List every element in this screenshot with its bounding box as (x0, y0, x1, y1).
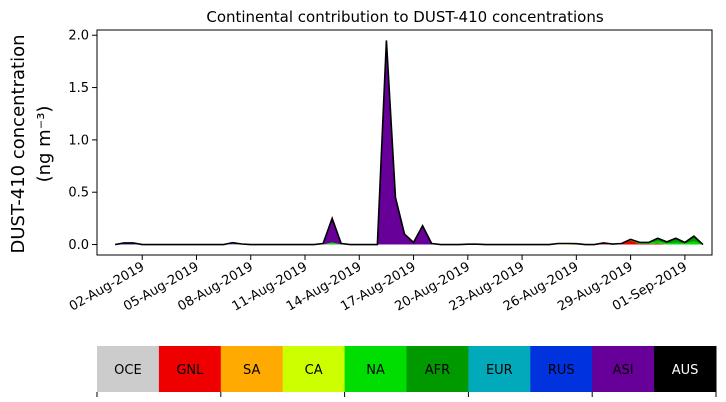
plot-frame (96, 29, 713, 256)
y-tick-label: 0.0 (68, 238, 89, 253)
y-axis-label-line1: DUST-410 concentration (8, 34, 29, 253)
y-axis-label: DUST-410 concentration (8, 34, 29, 253)
y-tick-label: 1.0 (68, 133, 89, 148)
legend-swatch-ca (282, 346, 346, 392)
y-axis-units: (ng m⁻³) (34, 106, 55, 183)
legend-swatch-rus (530, 346, 593, 392)
legend-label-na: NA (366, 363, 385, 378)
area-na (115, 239, 703, 245)
legend-swatch-eur (468, 346, 531, 392)
legend-colorbar: OCE GNL SA CA NA AFR EUR RUS ASI AUS (96, 346, 717, 397)
legend-label-ca: CA (305, 363, 323, 378)
legend-swatch-afr (406, 346, 469, 392)
legend-label-eur: EUR (486, 363, 513, 378)
legend-swatch-aus (654, 346, 717, 392)
total-outline (114, 40, 704, 246)
legend-label-oce: OCE (114, 363, 142, 378)
y-tick-label: 0.5 (68, 186, 89, 201)
area-asi (115, 40, 703, 245)
legend-swatch-asi (592, 346, 655, 392)
y-axis: 0.0 0.5 1.0 1.5 2.0 (68, 29, 97, 253)
stacked-area-layers (115, 40, 703, 245)
x-axis: 02-Aug-201905-Aug-201908-Aug-201911-Aug-… (67, 255, 690, 315)
legend-label-asi: ASI (613, 363, 634, 378)
legend-swatch-gnl (158, 346, 222, 392)
area-aus (115, 40, 703, 245)
y-axis-label-line2: (ng m⁻³) (34, 106, 55, 183)
legend-label-sa: SA (243, 363, 260, 378)
legend-swatch-sa (220, 346, 284, 392)
legend-label-rus: RUS (548, 363, 575, 378)
y-tick-label: 2.0 (68, 29, 89, 44)
legend-label-aus: AUS (672, 363, 699, 378)
legend-label-afr: AFR (425, 363, 450, 378)
chart-title: Continental contribution to DUST-410 con… (206, 8, 603, 26)
legend-label-gnl: GNL (176, 363, 204, 378)
y-tick-label: 1.5 (68, 81, 89, 96)
area-gnl (115, 240, 703, 245)
legend-swatch-oce (97, 346, 160, 392)
legend-swatch-na (344, 346, 407, 392)
